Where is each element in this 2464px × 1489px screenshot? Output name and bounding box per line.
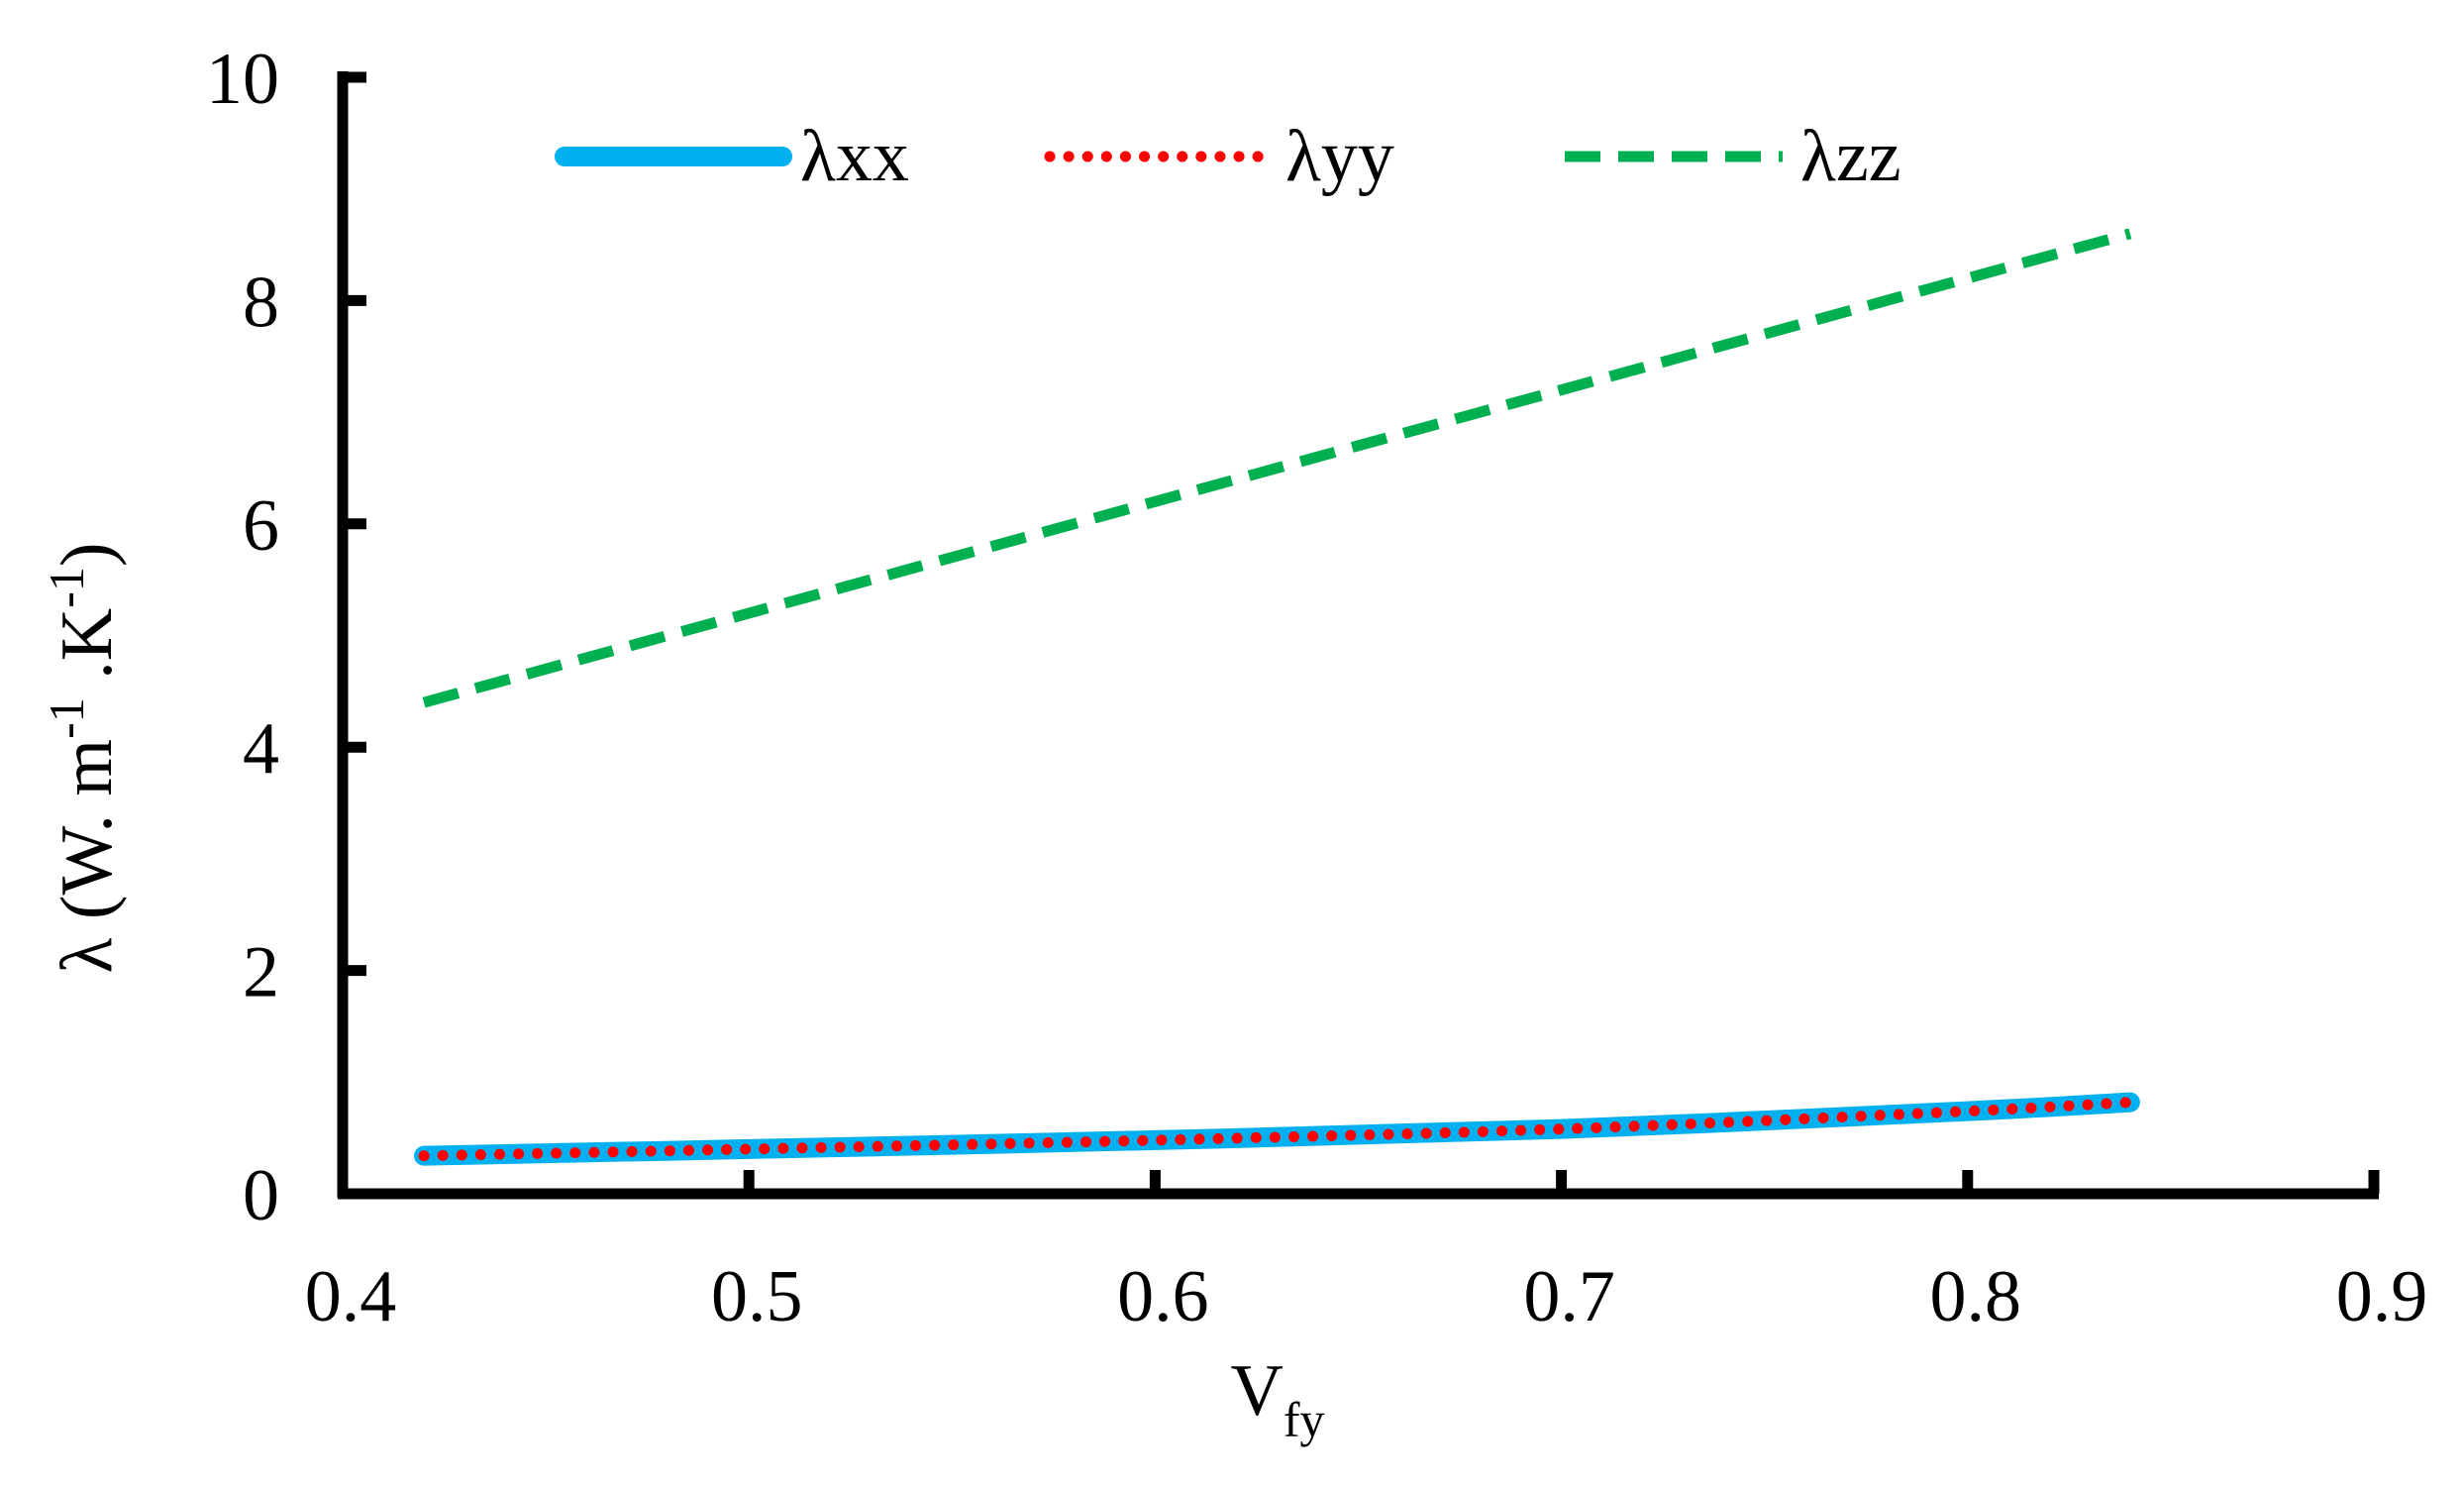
- y-tick-label: 10: [206, 39, 279, 120]
- y-tick-label: 4: [243, 708, 279, 790]
- x-tick-label: 0.9: [2336, 1256, 2428, 1337]
- legend: λxx λyy λzz: [555, 116, 1901, 197]
- legend-label-2: λzz: [1800, 116, 1901, 197]
- series-line-0: [414, 1092, 2140, 1166]
- y-tick-label: 8: [243, 262, 279, 343]
- series-lines: [414, 228, 2140, 1166]
- x-axis-title: Vfy: [1230, 1350, 1324, 1447]
- x-tick-label: 0.5: [711, 1256, 803, 1337]
- x-tick-label: 0.7: [1523, 1256, 1615, 1337]
- series-line-2: [422, 228, 2132, 708]
- legend-label-1: λyy: [1285, 116, 1394, 197]
- y-tick-label: 2: [243, 932, 279, 1013]
- x-tick-label: 0.4: [305, 1256, 397, 1337]
- x-tick-label: 0.6: [1117, 1256, 1209, 1337]
- y-axis-title: λ (W. m-1 .K-1): [39, 542, 128, 973]
- y-tick-label: 0: [243, 1155, 279, 1236]
- legend-label-0: λxx: [800, 116, 909, 197]
- axes: 0 2 4 6 8 10 0.4 0.5 0.6 0.7 0.8 0.9: [206, 39, 2427, 1337]
- x-tick-label: 0.8: [1930, 1256, 2022, 1337]
- y-tick-label: 6: [243, 485, 279, 567]
